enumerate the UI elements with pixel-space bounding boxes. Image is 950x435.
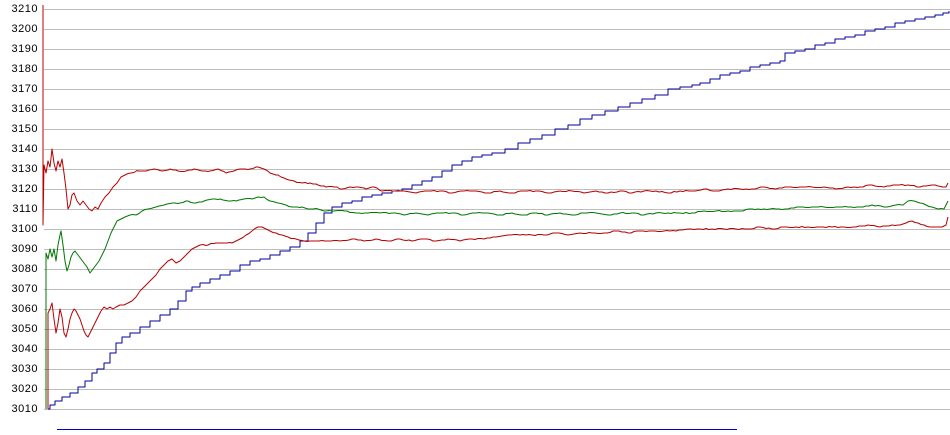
y-axis-label: 3040 — [11, 343, 38, 355]
y-axis-label: 3190 — [11, 43, 38, 55]
y-axis-label: 3010 — [11, 403, 38, 415]
series-lower-band-red — [47, 216, 949, 409]
y-axis-label: 3150 — [11, 123, 38, 135]
y-axis-label: 3120 — [11, 183, 38, 195]
y-axis-label: 3090 — [11, 243, 38, 255]
y-axis-label: 3180 — [11, 63, 38, 75]
y-axis-label: 3070 — [11, 283, 38, 295]
y-axis-label: 3160 — [11, 103, 38, 115]
y-axis-label: 3210 — [11, 3, 38, 15]
y-axis-label: 3060 — [11, 303, 38, 315]
y-axis-label: 3170 — [11, 83, 38, 95]
series-middle-line-green — [45, 196, 949, 409]
y-axis-label: 3100 — [11, 223, 38, 235]
y-axis-label: 3080 — [11, 263, 38, 275]
y-axis-label: 3130 — [11, 163, 38, 175]
series-upper-band-red — [42, 5, 949, 226]
y-axis-label: 3140 — [11, 143, 38, 155]
y-axis: 3210 3200 3190 3180 3170 3160 3150 3140 3130 3120… — [0, 0, 40, 435]
y-axis-label: 3050 — [11, 323, 38, 335]
series-balance-line-blue — [48, 11, 950, 410]
y-axis-label: 3030 — [11, 363, 38, 375]
y-axis-label: 3110 — [12, 203, 38, 215]
y-axis-label: 3200 — [11, 23, 38, 35]
y-axis-label: 3020 — [11, 383, 38, 395]
